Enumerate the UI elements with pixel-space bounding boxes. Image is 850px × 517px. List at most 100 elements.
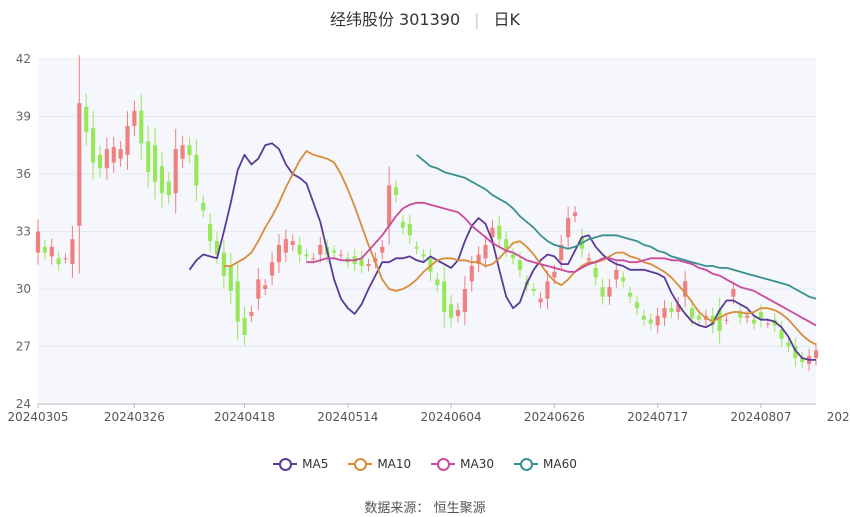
candle-body — [572, 212, 578, 217]
candle-body — [84, 106, 89, 132]
candle-body — [104, 149, 109, 169]
candle-body — [765, 323, 770, 325]
candle-body — [331, 250, 337, 253]
candle-body — [111, 147, 116, 163]
chart-title: 经纬股份 301390 | 日K — [0, 6, 850, 30]
candle-body — [497, 225, 502, 240]
candlestick-chart: 24 27 30 33 36 39 42 20240305 20240326 20240418 20… — [7, 52, 850, 424]
source-label: 数据来源： — [364, 501, 430, 516]
candle-body — [738, 312, 743, 318]
candle-body — [504, 239, 509, 249]
candle-body — [462, 289, 467, 312]
candle-body — [559, 244, 564, 261]
y-tick-label: 36 — [16, 167, 31, 181]
x-tick-label: 20240717 — [627, 410, 688, 424]
candle-body — [194, 154, 199, 186]
candle-body — [455, 310, 461, 316]
candle-body — [435, 279, 440, 286]
legend-marker-ma5-icon — [273, 458, 298, 471]
candle-body — [393, 187, 399, 196]
y-tick-label: 30 — [16, 282, 31, 296]
candle-body — [552, 271, 557, 278]
y-tick-label: 27 — [16, 340, 31, 354]
candle-body — [42, 246, 47, 253]
data-source: 数据来源： 恒生聚源 — [0, 497, 850, 516]
candle-body — [510, 254, 516, 259]
candle-body — [517, 260, 523, 270]
candle-body — [276, 244, 282, 263]
y-tick-label: 24 — [16, 397, 31, 411]
candle-body — [442, 281, 447, 312]
candle-body — [641, 315, 646, 320]
candle-body — [566, 218, 571, 238]
legend-marker-ma10-icon — [348, 458, 373, 471]
candle-body — [208, 223, 213, 242]
candle-body — [132, 110, 137, 127]
candle-body — [751, 319, 757, 324]
candle-body — [152, 145, 158, 182]
candle-body — [139, 110, 144, 144]
legend-item-ma30[interactable]: MA30 — [431, 457, 494, 471]
candle-body — [235, 281, 240, 322]
legend-item-ma60[interactable]: MA60 — [514, 457, 577, 471]
candle-body — [270, 262, 275, 276]
y-tick-label: 33 — [16, 225, 31, 239]
candle-body — [256, 279, 261, 299]
series-line-ma60 — [416, 154, 817, 300]
candle-body — [731, 289, 736, 297]
candle-body — [311, 258, 316, 260]
x-tick-label: 20240604 — [421, 410, 482, 424]
candle-body — [758, 312, 763, 320]
candle-body — [655, 315, 660, 326]
candle-body — [283, 239, 288, 253]
legend-item-ma5[interactable]: MA5 — [273, 457, 328, 471]
legend-label-ma60: MA60 — [543, 457, 577, 471]
legend-item-ma10[interactable]: MA10 — [348, 457, 411, 471]
candle-body — [717, 310, 722, 332]
legend: MA5 MA10 MA30 MA60 — [0, 457, 850, 471]
legend-label-ma5: MA5 — [302, 457, 329, 471]
candle-body — [400, 221, 405, 228]
x-tick-label: 20240418 — [214, 410, 275, 424]
candle-body — [228, 266, 233, 291]
candle-body — [421, 254, 426, 257]
candle-body — [387, 185, 392, 226]
candle-body — [621, 277, 626, 282]
series-line-ma30 — [306, 201, 817, 327]
candle-body — [201, 202, 206, 211]
stock-name-code: 经纬股份 301390 — [329, 10, 461, 29]
candle-body — [338, 254, 344, 256]
x-tick-label: 20240305 — [7, 410, 68, 424]
candle-body — [786, 342, 791, 347]
candle-body — [97, 154, 103, 169]
candle-body — [159, 166, 164, 194]
candle-body — [125, 126, 130, 155]
x-tick-label: 20240626 — [524, 410, 585, 424]
candle-body — [180, 145, 185, 159]
candle-body — [648, 319, 653, 324]
candle-body — [683, 281, 688, 297]
candle-body — [70, 239, 75, 265]
candle-body — [166, 181, 171, 196]
candle-body — [297, 244, 302, 255]
candle-body — [221, 252, 226, 276]
series-line-ma5 — [188, 142, 816, 361]
x-tick-label: 20240827 — [827, 410, 850, 424]
series-line-ma10 — [223, 150, 817, 346]
legend-label-ma30: MA30 — [460, 457, 495, 471]
candle-body — [49, 246, 54, 257]
candle-body — [483, 244, 488, 259]
source-value: 恒生聚源 — [433, 501, 486, 516]
legend-marker-ma60-icon — [514, 458, 539, 471]
candle-body — [63, 258, 68, 260]
candle-body — [304, 254, 309, 257]
legend-label-ma10: MA10 — [377, 457, 412, 471]
candle-body — [56, 258, 61, 265]
candle-body — [813, 350, 819, 358]
candle-body — [407, 223, 412, 236]
candle-body — [676, 304, 681, 312]
candle-body — [359, 258, 364, 266]
candle-body — [77, 103, 82, 226]
candle-body — [449, 304, 454, 318]
candle-body — [593, 267, 598, 278]
